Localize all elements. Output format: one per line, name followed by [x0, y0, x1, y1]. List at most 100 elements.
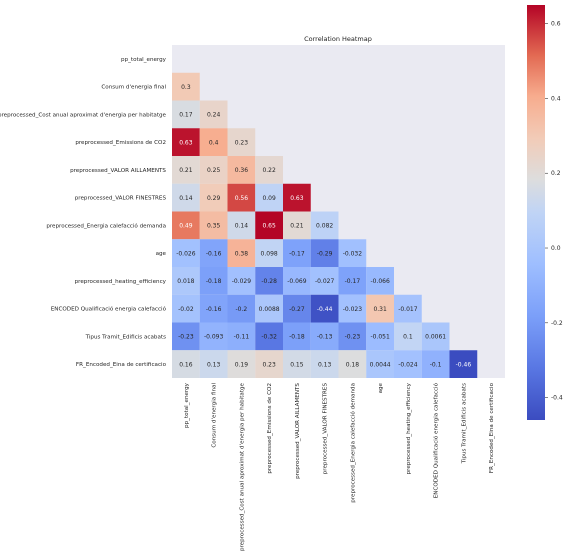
cell-value-label: -0.27	[289, 306, 305, 313]
heatmap-cell	[199, 211, 228, 240]
cell-value-label: -0.023	[343, 306, 363, 313]
heatmap-cell	[199, 128, 228, 156]
cell-value-label: 0.1	[403, 334, 413, 341]
heatmap-cell	[449, 350, 478, 378]
heatmap-cell	[310, 239, 339, 267]
heatmap-cell	[394, 350, 422, 378]
heatmap-cell	[172, 72, 200, 101]
y-tick-label: preprocessed_heating_efficiency	[75, 279, 167, 285]
cell-value-label: 0.19	[235, 361, 249, 368]
cell-value-label: -0.024	[398, 361, 418, 368]
heatmap-cell	[199, 267, 228, 295]
cell-value-label: -0.2	[236, 306, 248, 313]
cell-value-label: -0.051	[370, 334, 390, 341]
heatmap-cell	[338, 239, 367, 267]
heatmap-cell	[283, 211, 311, 240]
colorbar-tick-label: -0.2	[551, 320, 563, 327]
cell-value-label: 0.17	[179, 112, 193, 119]
cell-value-label: 0.13	[318, 361, 332, 368]
x-tick-label: FR_Encoded_Eina de certificacio	[489, 382, 495, 473]
cell-value-label: 0.3	[181, 84, 191, 91]
y-tick-label: preprocessed_VALOR FINESTRES	[75, 196, 167, 202]
heatmap-cell	[172, 100, 200, 129]
colorbar-tick-label: -0.4	[551, 395, 563, 402]
cell-value-label: 0.56	[235, 195, 249, 202]
heatmap-cell	[227, 239, 256, 267]
heatmap-cell	[421, 322, 450, 351]
cell-value-label: -0.17	[345, 278, 361, 285]
cell-value-label: 0.0044	[370, 361, 391, 368]
cell-value-label: 0.65	[262, 223, 276, 230]
heatmap-cell	[310, 294, 339, 323]
cell-value-label: -0.069	[287, 278, 307, 285]
heatmap-cell	[283, 294, 311, 323]
cell-value-label: -0.11	[234, 334, 250, 341]
cell-value-label: -0.23	[345, 334, 361, 341]
cell-value-label: -0.029	[232, 278, 252, 285]
heatmap-cell	[199, 294, 228, 323]
heatmap-cell	[172, 211, 200, 240]
heatmap-cell	[199, 239, 228, 267]
heatmap-cell	[227, 322, 256, 351]
x-tick-label: preprocessed_Energia calefacció demanda	[349, 383, 356, 503]
x-tick-label: age	[378, 382, 384, 393]
heatmap-cell	[227, 350, 256, 378]
x-tick-label: ENCODED Qualificació energia calefacció	[433, 382, 440, 498]
y-tick-label: preprocessed_Cost anual aproximat d'ener…	[0, 112, 167, 118]
cell-value-label: 0.21	[290, 223, 304, 230]
heatmap-cell	[283, 350, 311, 378]
cell-value-label: 0.018	[177, 278, 194, 285]
cell-value-label: -0.32	[261, 334, 277, 341]
heatmap-cell	[172, 156, 200, 184]
cell-value-label: -0.18	[289, 334, 305, 341]
cell-value-label: -0.29	[317, 250, 333, 257]
heatmap-cell	[199, 156, 228, 184]
heatmap-cell	[199, 183, 228, 212]
cell-value-label: -0.13	[317, 334, 333, 341]
cell-value-label: 0.23	[235, 139, 249, 146]
cell-value-label: 0.24	[207, 112, 221, 119]
cell-value-label: -0.026	[176, 250, 196, 257]
heatmap-cell	[227, 267, 256, 295]
cell-value-label: 0.082	[316, 223, 333, 230]
x-tick-label: preprocessed_Cost anual aproximat d'ener…	[239, 382, 245, 551]
heatmap-cell	[172, 322, 200, 351]
x-tick-label: pp_total_energy	[184, 382, 190, 428]
cell-value-label: 0.36	[235, 167, 249, 174]
cell-value-label: -0.46	[456, 361, 472, 368]
heatmap-cell	[172, 267, 200, 295]
y-tick-label: preprocessed_VALOR AILLAMENTS	[70, 168, 166, 174]
heatmap-cell	[366, 322, 394, 351]
heatmap-cell	[172, 128, 200, 156]
heatmap-cell	[310, 211, 339, 240]
cell-value-label: 0.23	[262, 361, 276, 368]
heatmap-cell	[227, 211, 256, 240]
heatmap-cell	[366, 267, 394, 295]
heatmap-cell	[338, 350, 367, 378]
heatmap-cells: 0.3 0.17 0.24 0.63 0.4 0.23 0.21 0.25 0.36 0.22 0.…	[172, 72, 478, 378]
heatmap-cell	[199, 100, 228, 129]
heatmap-cell	[172, 350, 200, 378]
y-tick-label: pp_total_energy	[121, 57, 167, 63]
cell-value-label: -0.18	[206, 278, 222, 285]
cell-value-label: -0.017	[398, 306, 418, 313]
y-tick-label: preprocessed_Emissions de CO2	[75, 140, 166, 146]
cell-value-label: -0.23	[178, 334, 194, 341]
heatmap-cell	[227, 183, 256, 212]
cell-value-label: -0.16	[206, 306, 222, 313]
cell-value-label: 0.21	[179, 167, 193, 174]
x-tick-label: preprocessed_VALOR AILLAMENTS	[295, 383, 301, 479]
heatmap-cell	[310, 322, 339, 351]
heatmap-cell	[394, 322, 422, 351]
cell-value-label: 0.63	[179, 139, 193, 146]
y-tick-label: Consum d'energia final	[101, 85, 166, 91]
heatmap-cell	[199, 322, 228, 351]
cell-value-label: 0.4	[209, 139, 219, 146]
cell-value-label: 0.15	[290, 361, 304, 368]
cell-value-label: 0.14	[235, 223, 249, 230]
cell-value-label: 0.35	[207, 223, 221, 230]
cell-value-label: -0.093	[204, 334, 224, 341]
y-tick-label: ENCODED Qualificació energia calefacció	[51, 306, 167, 313]
